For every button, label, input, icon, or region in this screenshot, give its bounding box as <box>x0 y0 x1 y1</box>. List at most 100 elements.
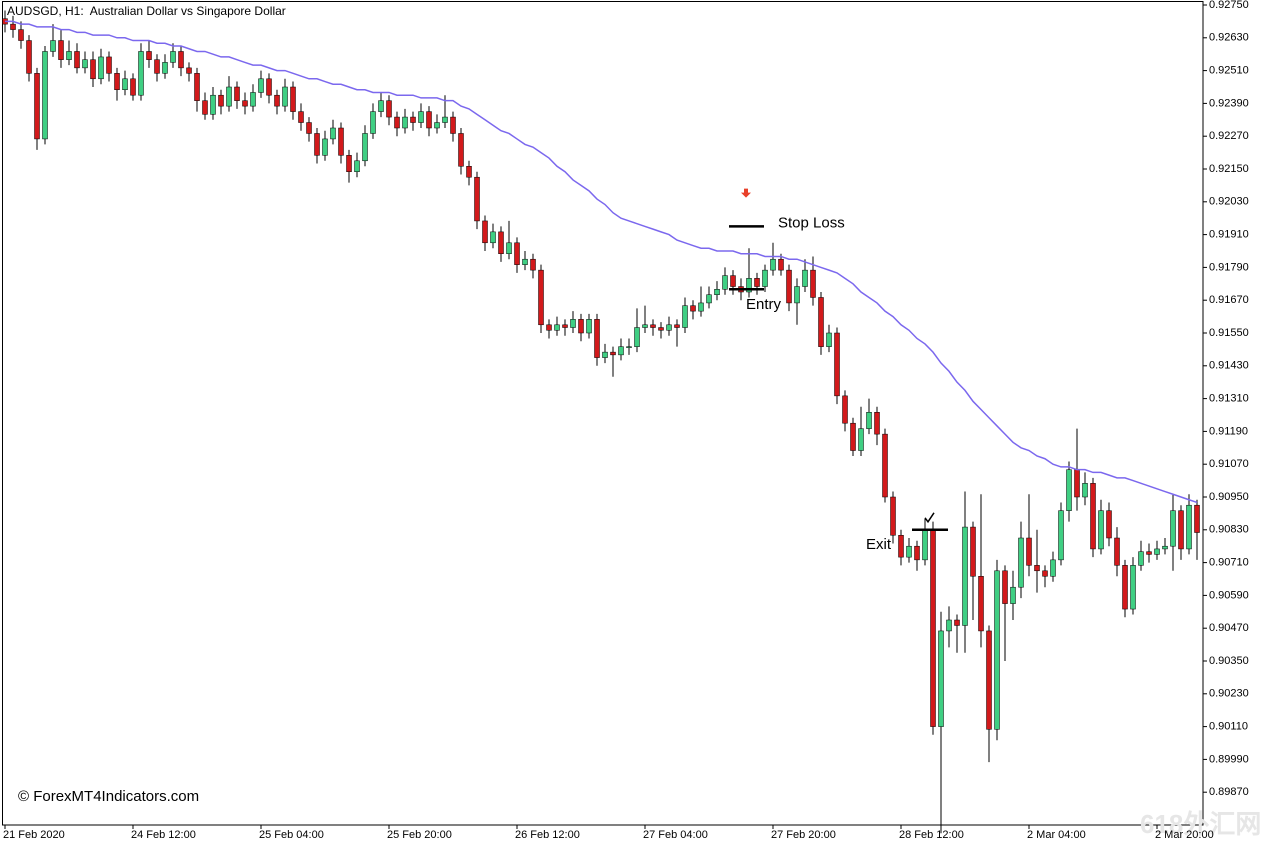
candle-body <box>762 269 768 287</box>
y-tick-label: 0.92630 <box>1209 32 1249 44</box>
x-tick-label: 27 Feb 20:00 <box>771 829 836 841</box>
candle-body <box>130 78 136 96</box>
candle-body <box>1178 510 1184 550</box>
candle-body <box>786 269 792 304</box>
candle-body <box>714 289 720 295</box>
candle-body <box>138 51 144 96</box>
candle-body <box>122 78 128 90</box>
candle-body <box>290 86 296 112</box>
candle-body <box>874 412 880 435</box>
candle-body <box>498 231 504 254</box>
candle-body <box>466 166 472 178</box>
candle-body <box>1066 469 1072 511</box>
exit-check <box>924 512 935 524</box>
candle-body <box>146 51 152 60</box>
candle-body <box>546 324 552 331</box>
candle-body <box>354 160 360 172</box>
y-tick-label: 0.91310 <box>1209 393 1249 405</box>
y-tick-label: 0.91790 <box>1209 261 1249 273</box>
candle-body <box>778 258 784 271</box>
candle-body <box>170 51 176 63</box>
candle-body <box>506 242 512 254</box>
candle-body <box>562 324 568 328</box>
candle-body <box>106 56 112 74</box>
candle-body <box>1162 545 1168 550</box>
candle-body <box>1130 565 1136 610</box>
candle-body <box>730 275 736 287</box>
y-tick-label: 0.91550 <box>1209 327 1249 339</box>
y-tick-label: 0.92270 <box>1209 130 1249 142</box>
candle-body <box>578 319 584 334</box>
y-tick-label: 0.92750 <box>1209 0 1249 11</box>
candle-body <box>178 51 184 69</box>
candle-body <box>186 67 192 74</box>
y-tick-label: 0.92510 <box>1209 65 1249 77</box>
candle-body <box>1106 510 1112 539</box>
candle-body <box>1050 559 1056 577</box>
candle-body <box>234 86 240 101</box>
y-tick-label: 0.90590 <box>1209 589 1249 601</box>
candle-body <box>162 62 168 74</box>
candle-body <box>610 351 616 356</box>
candle-body <box>1074 469 1080 498</box>
candle-body <box>274 94 280 107</box>
y-tick-label: 0.90350 <box>1209 655 1249 667</box>
candle-body <box>218 94 224 107</box>
candle-body <box>626 346 632 348</box>
stop-loss-label: Stop Loss <box>778 214 845 231</box>
candle-body <box>202 100 208 115</box>
candle-body <box>50 40 56 52</box>
candle-body <box>394 116 400 129</box>
y-tick-label: 0.92390 <box>1209 97 1249 109</box>
candle-body <box>674 324 680 328</box>
candle-body <box>618 346 624 356</box>
candle-body <box>434 122 440 129</box>
candle-body <box>306 122 312 134</box>
candle-body <box>970 526 976 577</box>
y-tick-label: 0.90230 <box>1209 688 1249 700</box>
candle-body <box>1042 570 1048 577</box>
y-tick-label: 0.91910 <box>1209 229 1249 241</box>
candle-body <box>98 56 104 80</box>
candle-body <box>802 269 808 287</box>
y-tick-label: 0.91670 <box>1209 294 1249 306</box>
candle-body <box>370 111 376 134</box>
candle-body <box>754 278 760 287</box>
credit: © ForexMT4Indicators.com <box>18 788 199 805</box>
candle-body <box>42 51 48 140</box>
candle-body <box>386 100 392 118</box>
candle-body <box>746 278 752 293</box>
candle-body <box>26 40 32 74</box>
candle-body <box>834 332 840 397</box>
candle-body <box>1034 565 1040 572</box>
candle-body <box>650 324 656 328</box>
candle-body <box>930 529 936 727</box>
y-tick-label: 0.89870 <box>1209 786 1249 798</box>
candle-body <box>58 40 64 60</box>
candle-body <box>418 111 424 123</box>
candle-body <box>194 73 200 101</box>
x-tick-label: 2 Mar 04:00 <box>1027 829 1086 841</box>
candle-body <box>282 86 288 107</box>
candle-body <box>258 78 264 93</box>
candle-body <box>850 422 856 451</box>
candle-body <box>1114 537 1120 566</box>
candle-body <box>698 302 704 312</box>
candle-body <box>690 305 696 312</box>
candle-body <box>794 286 800 304</box>
y-tick-label: 0.91190 <box>1209 425 1248 437</box>
candle-body <box>538 269 544 326</box>
candle-body <box>770 258 776 271</box>
candle-body <box>1010 586 1016 604</box>
candle-body <box>1122 565 1128 610</box>
candle-body <box>962 526 968 626</box>
candle-body <box>426 111 432 129</box>
candle-body <box>954 619 960 626</box>
candle-body <box>482 220 488 244</box>
candle-body <box>1058 510 1064 561</box>
x-tick-label: 2 Mar 20:00 <box>1155 829 1214 841</box>
candle-body <box>1154 548 1160 555</box>
candle-body <box>250 92 256 107</box>
y-tick-label: 0.90950 <box>1209 491 1249 503</box>
